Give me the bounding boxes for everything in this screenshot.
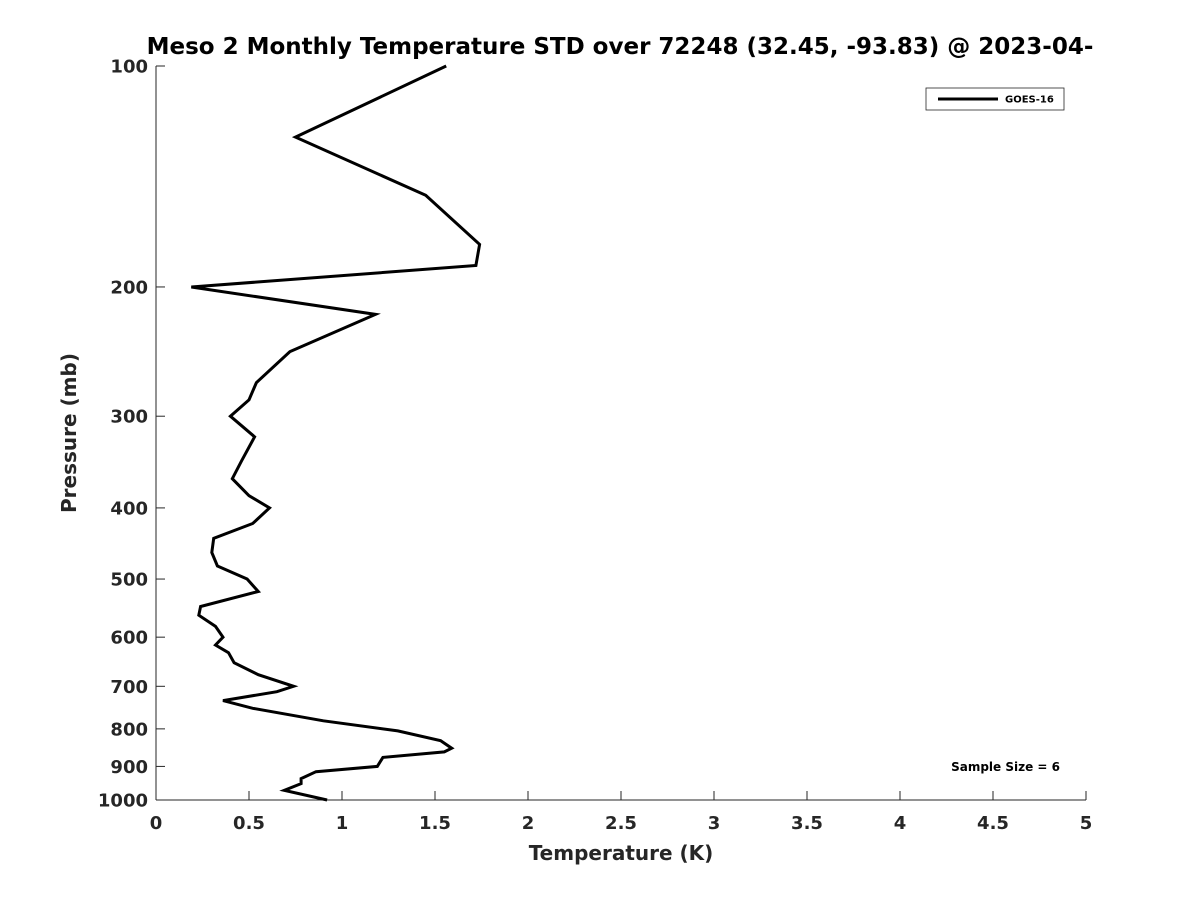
- chart-title: Meso 2 Monthly Temperature STD over 7224…: [147, 34, 1094, 60]
- y-axis-label: Pressure (mb): [57, 353, 81, 513]
- x-tick-label: 0.5: [233, 813, 265, 834]
- x-tick-label: 5: [1080, 813, 1093, 834]
- x-tick-label: 2.5: [605, 813, 637, 834]
- x-tick-label: 3: [708, 813, 721, 834]
- x-tick-label: 4.5: [977, 813, 1009, 834]
- y-tick-label: 900: [110, 757, 148, 778]
- y-tick-label: 200: [110, 277, 148, 298]
- y-tick-label: 1000: [98, 791, 148, 812]
- x-ticks: 0 0.5 1 1.5 2 2.5 3 3.5 4 4.5 5: [150, 791, 1093, 834]
- y-tick-label: 600: [110, 628, 148, 649]
- series-layer: [191, 64, 482, 802]
- x-axis-label: Temperature (K): [529, 841, 714, 865]
- y-tick-label: 100: [110, 57, 148, 78]
- x-tick-label: 4: [894, 813, 907, 834]
- x-tick-label: 0: [150, 813, 163, 834]
- legend: GOES-16: [925, 87, 1065, 111]
- y-tick-label: 300: [110, 407, 148, 428]
- y-tick-label: 400: [110, 498, 148, 519]
- y-tick-label: 800: [110, 719, 148, 740]
- x-tick-label: 3.5: [791, 813, 823, 834]
- x-tick-label: 1: [336, 813, 349, 834]
- legend-label-goes-16: GOES-16: [1005, 95, 1054, 106]
- x-tick-label: 2: [522, 813, 535, 834]
- y-tick-label: 700: [110, 677, 148, 698]
- y-ticks: 100 200 300 400 500 600 700 800 900 1000: [98, 57, 165, 812]
- series-line-goes-16: [191, 64, 482, 802]
- sample-size-annotation: Sample Size = 6: [951, 760, 1060, 774]
- y-tick-label: 500: [110, 570, 148, 591]
- x-tick-label: 1.5: [419, 813, 451, 834]
